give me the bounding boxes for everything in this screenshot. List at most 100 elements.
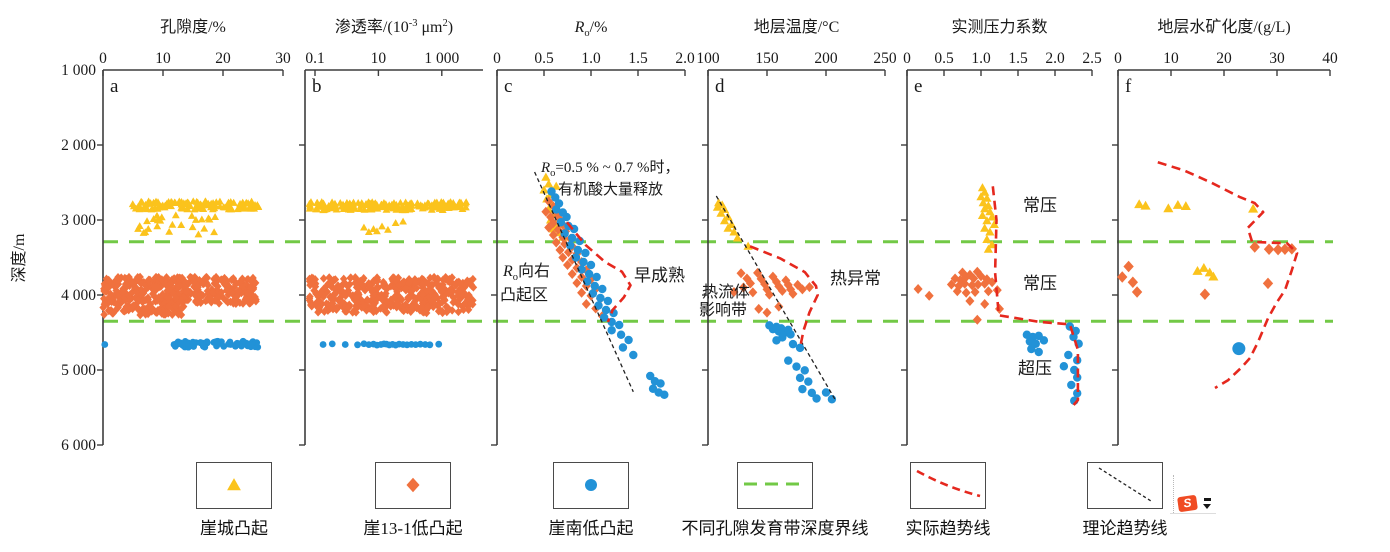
guide-underline	[1170, 513, 1216, 514]
legend-box	[196, 462, 272, 509]
panel-e-yanan-points	[1022, 322, 1083, 405]
panel-f: 0 10 20 30 40 地层水矿化度/(g/L) f	[1112, 18, 1338, 446]
panel-c-title: Ro/%	[574, 19, 608, 39]
legend-box	[910, 462, 986, 509]
svg-text:200: 200	[814, 50, 838, 67]
s-logo-icon[interactable]: S	[1177, 494, 1198, 513]
svg-text:5 000: 5 000	[61, 362, 96, 379]
svg-text:150: 150	[755, 50, 779, 67]
depth-axis-title: 深度/m	[10, 233, 28, 282]
legend-label: 不同孔隙发育带深度界线	[681, 519, 869, 538]
svg-text:40: 40	[1322, 50, 1338, 67]
wps-floating-toolbar[interactable]: S	[1170, 475, 1222, 517]
chart-root: 1 000 2 000 3 000 4 000 5 000 6 000 深度/m 0 10 20 3…	[10, 18, 1338, 454]
legend-box	[1087, 462, 1163, 509]
legend-label: 崖南低凸起	[548, 519, 634, 538]
panel-b-yanan-points	[319, 340, 443, 349]
svg-text:3 000: 3 000	[61, 212, 96, 229]
black-dot-line-icon	[1098, 467, 1152, 502]
panel-letter-c: c	[504, 76, 512, 97]
panel-a-yanan-points	[101, 337, 262, 351]
svg-text:1.0: 1.0	[971, 50, 991, 67]
panel-e-yancheng-points	[976, 183, 999, 253]
depth-axis: 1 000 2 000 3 000 4 000 5 000 6 000 深度/m	[10, 62, 96, 454]
panel-f-yanan-points	[1232, 342, 1246, 356]
panel-d-title: 地层温度/°C	[754, 18, 840, 36]
svg-text:10: 10	[1163, 50, 1179, 67]
dropdown-caret-icon[interactable]	[1203, 504, 1211, 509]
panel-b-yancheng-points	[305, 198, 471, 235]
svg-text:100: 100	[696, 50, 720, 67]
svg-text:250: 250	[873, 50, 897, 67]
legend-item-actual-trend: 实际趋势线	[906, 462, 991, 539]
legend-label: 理论趋势线	[1082, 519, 1168, 538]
svg-text:20: 20	[215, 50, 231, 67]
svg-text:10: 10	[371, 50, 387, 67]
annotation-organic-acid-line1: Ro=0.5 % ~ 0.7 %时，	[540, 159, 680, 179]
svg-text:0.1: 0.1	[305, 50, 324, 67]
panel-letter-f: f	[1125, 76, 1132, 97]
panel-letter-d: d	[715, 76, 725, 97]
annotation-ro-bulge-line1: Ro向右	[502, 262, 550, 283]
svg-text:0: 0	[99, 50, 107, 67]
svg-text:1 000: 1 000	[424, 50, 459, 67]
panel-c: 0 0.5 1.0 1.5 2.0 Ro/% c Ro=0.5 % ~ 0.7 %时， 有机酸大…	[491, 19, 695, 446]
panel-a-title: 孔隙度/%	[160, 18, 226, 36]
panel-d-yanan-points	[765, 321, 837, 404]
svg-text:0: 0	[493, 50, 501, 67]
legend-item-ya131: 崖13-1低凸起	[363, 462, 463, 539]
legend-label: 崖城凸起	[200, 519, 268, 538]
panel-a: 0 10 20 30 孔隙度/% a	[97, 18, 291, 446]
svg-text:20: 20	[1216, 50, 1232, 67]
circle-marker-icon	[585, 479, 597, 491]
svg-text:0.5: 0.5	[534, 50, 554, 67]
annotation-ro-bulge-line2: 凸起区	[500, 286, 548, 304]
legend-box	[737, 462, 813, 509]
svg-text:1.5: 1.5	[1008, 50, 1028, 67]
svg-text:30: 30	[275, 50, 291, 67]
svg-text:2.0: 2.0	[675, 50, 695, 67]
collapse-dash-icon[interactable]	[1204, 498, 1211, 501]
annotation-normal-pressure-mid: 常压	[1023, 274, 1057, 293]
svg-text:4 000: 4 000	[61, 287, 96, 304]
annotation-normal-pressure-upper: 常压	[1023, 196, 1057, 215]
svg-text:2.0: 2.0	[1045, 50, 1065, 67]
svg-text:0.5: 0.5	[934, 50, 954, 67]
svg-text:2.5: 2.5	[1082, 50, 1102, 67]
panel-a-ya131-points	[99, 272, 260, 320]
svg-text:0: 0	[903, 50, 911, 67]
svg-text:1.5: 1.5	[628, 50, 648, 67]
green-dash-icon	[744, 482, 806, 486]
panel-b-title: 渗透率/(10-3 μm2)	[335, 18, 453, 36]
legend-box	[375, 462, 451, 509]
legend: 崖城凸起 崖13-1低凸起 崖南低凸起 不同孔隙发育带深度界线 实际趋势线 理论…	[0, 462, 1390, 547]
panel-d-actual-trend	[749, 245, 819, 349]
svg-text:2 000: 2 000	[61, 137, 96, 154]
legend-box	[553, 462, 629, 509]
dotted-guide-line	[1173, 475, 1174, 513]
legend-item-boundary: 不同孔隙发育带深度界线	[682, 462, 869, 539]
panel-e-actual-trend	[991, 186, 1080, 407]
svg-text:0: 0	[1114, 50, 1122, 67]
panel-b-ya131-points	[305, 272, 478, 318]
legend-item-theoretical-trend: 理论趋势线	[1083, 462, 1168, 539]
depth-profiles-chart: 1 000 2 000 3 000 4 000 5 000 6 000 深度/m 0 10 20 3…	[10, 18, 1338, 454]
legend-item-yancheng: 崖城凸起	[196, 462, 272, 539]
triangle-marker-icon	[227, 478, 241, 491]
diamond-marker-icon	[406, 477, 420, 493]
panel-letter-b: b	[312, 76, 322, 97]
annotation-thermal-anomaly: 热异常	[830, 269, 881, 288]
svg-text:10: 10	[155, 50, 171, 67]
annotation-thermal-fluid-line2: 影响带	[699, 301, 747, 319]
panel-a-yancheng-points	[128, 197, 263, 238]
panel-f-yancheng-points	[1134, 199, 1259, 281]
panel-d-theoretical-trend	[715, 195, 836, 401]
legend-label: 崖13-1低凸起	[363, 519, 463, 538]
panel-c-theoretical-trend	[534, 171, 634, 393]
panel-b: 0.1 10 1 000 渗透率/(10-3 μm2) b	[299, 18, 483, 446]
panel-f-title: 地层水矿化度/(g/L)	[1157, 18, 1290, 36]
legend-label: 实际趋势线	[905, 519, 991, 538]
